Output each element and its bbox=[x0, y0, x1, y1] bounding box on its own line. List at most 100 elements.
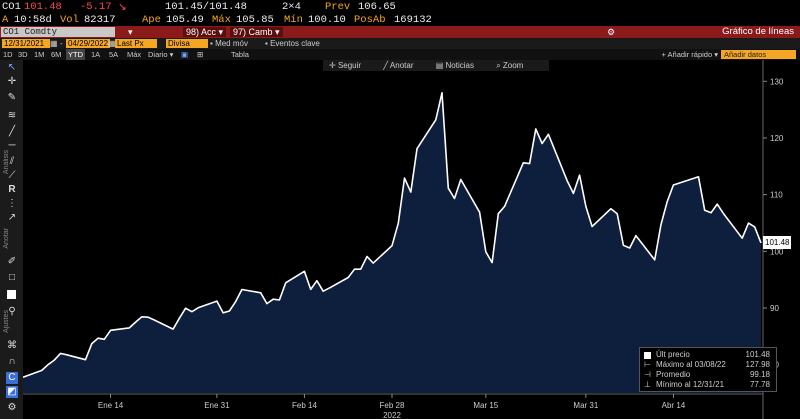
legend-low: ⊥ Mínimo al 12/31/21 77.78 bbox=[644, 380, 772, 390]
legend-average: ⊣ Promedio 99.18 bbox=[644, 370, 772, 380]
low-label: Mín bbox=[284, 14, 303, 26]
end-date-input[interactable]: 04/29/2022 bbox=[66, 39, 110, 48]
pin-icon[interactable]: ⚲ bbox=[8, 306, 16, 317]
chart-type-title: Gráfico de líneas bbox=[722, 26, 794, 37]
crosshair-icon[interactable]: ✛ bbox=[7, 76, 17, 87]
period-5a[interactable]: 5A bbox=[109, 50, 119, 59]
theme-icon[interactable]: ◩ bbox=[6, 386, 18, 398]
channel-icon[interactable]: ⫽ bbox=[9, 156, 15, 167]
news-label: Noticias bbox=[445, 61, 474, 70]
add-quick-label: Añadir rápido bbox=[667, 50, 713, 59]
key-events-toggle[interactable]: ▪ Eventos clave bbox=[265, 39, 320, 48]
table-icon[interactable]: ⊞ bbox=[197, 50, 204, 59]
y-tick-label: 90 bbox=[770, 304, 779, 313]
high-value: 105.85 bbox=[236, 14, 274, 26]
alert-icon[interactable]: ⚙ bbox=[607, 27, 616, 37]
period-max[interactable]: Máx bbox=[127, 50, 142, 59]
average-marker-icon: ⊣ bbox=[644, 370, 651, 379]
annotate-label: Anotar bbox=[389, 61, 414, 70]
ticker: CO1 bbox=[2, 1, 21, 13]
legend-key: Últ precio bbox=[656, 350, 690, 359]
chart-settings-icon[interactable]: ▣ bbox=[181, 50, 189, 59]
y-tick-label: 120 bbox=[770, 134, 784, 143]
table-button[interactable]: Tabla bbox=[231, 50, 249, 59]
calendar-icon[interactable]: ▦ bbox=[108, 39, 116, 48]
legend-key: Mínimo al 12/31/21 bbox=[656, 380, 725, 389]
calendar-icon[interactable]: ▦ bbox=[50, 39, 58, 48]
time-prefix: A bbox=[2, 14, 9, 26]
zoom-label: Zoom bbox=[502, 61, 524, 70]
y-tick-label: 110 bbox=[770, 191, 783, 200]
style-icon[interactable]: C bbox=[6, 372, 18, 384]
rectangle-icon[interactable]: □ bbox=[8, 272, 16, 283]
drawing-tools-palette: ↖ ✛ ✎ ≋ ╱ ─ ⫽ Análisis ⟋ R ⋮ ↗ Anotar ✐ … bbox=[0, 60, 24, 419]
low-value: 100.10 bbox=[308, 14, 346, 26]
period-ytd[interactable]: YTD bbox=[66, 49, 85, 60]
fibonacci-icon[interactable]: ≋ bbox=[7, 110, 17, 121]
draw-icon[interactable]: ✐ bbox=[7, 256, 17, 267]
price-change: -5.17 bbox=[80, 1, 112, 13]
period-3d[interactable]: 3D bbox=[18, 50, 28, 59]
add-data-input[interactable]: Añadir datos bbox=[721, 50, 796, 59]
reset-icon[interactable]: R bbox=[8, 184, 16, 195]
y-tick-label: 100 bbox=[770, 247, 784, 256]
x-tick-label: Feb 28 bbox=[380, 401, 405, 410]
legend-key: Promedio bbox=[656, 370, 691, 379]
x-tick-label: Feb 14 bbox=[292, 401, 317, 410]
legend-key: Máximo al 03/08/22 bbox=[656, 360, 726, 369]
currency-select[interactable]: Divisa local bbox=[166, 39, 208, 57]
change-label: 97) Camb bbox=[233, 27, 273, 37]
date-toolbar: 12/31/2021 ▦ - 04/29/2022 ▦ Last Px Divi… bbox=[0, 38, 800, 57]
price-area bbox=[23, 92, 761, 394]
period-1m[interactable]: 1M bbox=[34, 50, 45, 59]
period-1d[interactable]: 1D bbox=[3, 50, 13, 59]
quote-line-2: A 10:58d Vol 82317 Ape 105.49 Máx 105.85… bbox=[0, 13, 800, 26]
legend-value: 77.78 bbox=[749, 380, 770, 389]
price-field-select[interactable]: Last Px bbox=[115, 39, 157, 48]
security-input[interactable]: CO1 Comdty bbox=[1, 27, 115, 37]
news-button[interactable]: ▤ Noticias bbox=[435, 61, 474, 70]
key-events-label: Eventos clave bbox=[270, 39, 320, 48]
period-1a[interactable]: 1A bbox=[91, 50, 101, 59]
quote-line-1: CO1 101.48 -5.17 ↘ 101.45/101.48 2×4 Pre… bbox=[0, 0, 800, 13]
last-price: 101.48 bbox=[24, 1, 62, 13]
pen-icon[interactable]: ✎ bbox=[7, 92, 17, 103]
vol-value: 82317 bbox=[84, 14, 116, 26]
change-menu[interactable]: 97) Camb ▾ bbox=[230, 27, 283, 37]
annotate-button[interactable]: ╱ Anotar bbox=[383, 61, 414, 70]
color-swatch-icon[interactable] bbox=[7, 290, 16, 299]
horizontal-line-icon[interactable]: ─ bbox=[8, 140, 16, 151]
magnet-icon[interactable]: ∩ bbox=[8, 356, 16, 367]
x-tick-label: Mar 15 bbox=[473, 401, 498, 410]
arrow-tool-icon[interactable]: ↗ bbox=[7, 212, 17, 223]
moving-average-label: Med móv bbox=[215, 39, 248, 48]
zoom-button[interactable]: ⌕ Zoom bbox=[496, 61, 524, 70]
gear-icon[interactable]: ⚙ bbox=[7, 402, 17, 413]
start-date-input[interactable]: 12/31/2021 bbox=[2, 39, 50, 48]
last-price-label: 101.48 bbox=[763, 235, 792, 249]
open-label: Ape bbox=[142, 14, 161, 26]
trend-line-icon[interactable]: ╱ bbox=[8, 126, 16, 137]
ruler-icon[interactable]: ⟋ bbox=[8, 170, 16, 181]
high-marker-icon: ⊢ bbox=[644, 360, 651, 369]
text-icon[interactable]: ⋮ bbox=[7, 198, 17, 209]
high-label: Máx bbox=[212, 14, 231, 26]
chart-nav-bar: ✛ Seguir ╱ Anotar ▤ Noticias ⌕ Zoom bbox=[323, 60, 550, 71]
add-quick-button[interactable]: + Añadir rápido ▾ bbox=[661, 50, 718, 59]
x-tick-label: Ene 31 bbox=[204, 401, 230, 410]
cursor-icon[interactable]: ↖ bbox=[7, 62, 17, 73]
command-bar: CO1 Comdty ▾ 98) Acc ▾ 97) Camb ▾ ⚙ Gráf… bbox=[0, 26, 800, 38]
period-6m[interactable]: 6M bbox=[51, 50, 62, 59]
frequency-select[interactable]: Diario ▾ bbox=[148, 50, 174, 59]
link-icon[interactable]: ⌘ bbox=[7, 340, 17, 351]
legend-value: 127.98 bbox=[745, 360, 770, 369]
prev-value: 106.65 bbox=[358, 1, 396, 13]
moving-average-toggle[interactable]: ▪ Med móv bbox=[210, 39, 248, 48]
prev-label: Prev bbox=[325, 1, 351, 13]
tools-label-settings: Ajustes bbox=[3, 310, 10, 333]
follow-button[interactable]: ✛ Seguir bbox=[329, 61, 362, 70]
security-menu-icon[interactable]: ▾ bbox=[128, 27, 133, 37]
last-time: 10:58d bbox=[14, 14, 52, 26]
actions-menu[interactable]: 98) Acc ▾ bbox=[183, 27, 227, 37]
